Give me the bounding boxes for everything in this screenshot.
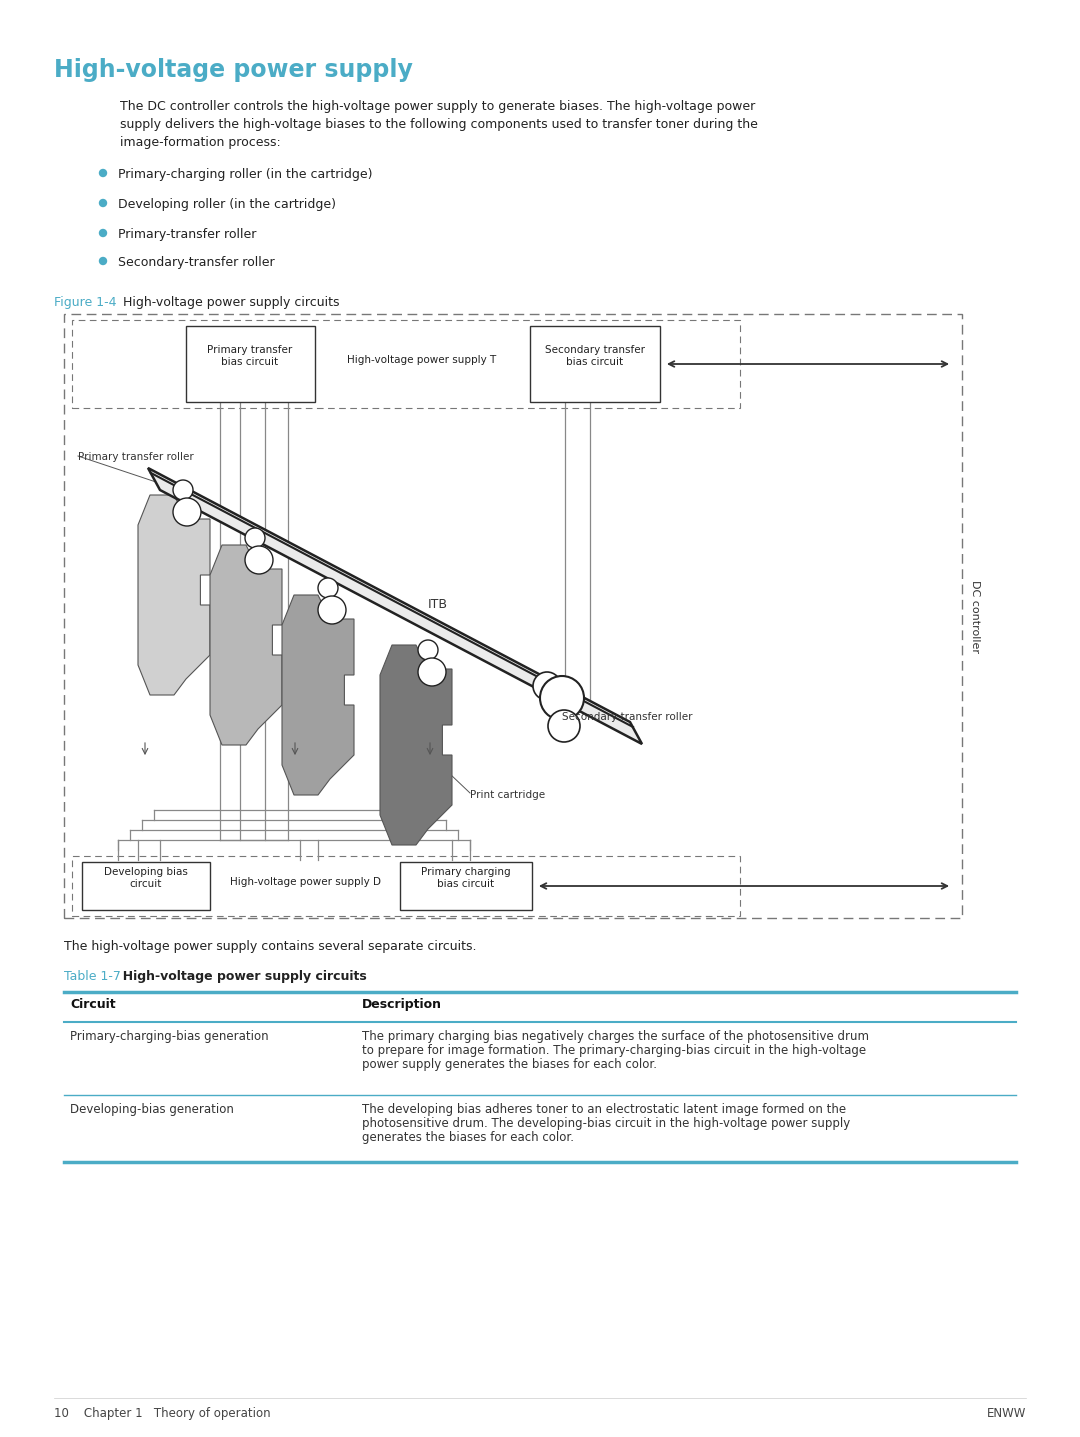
Text: 10    Chapter 1   Theory of operation: 10 Chapter 1 Theory of operation (54, 1407, 271, 1420)
Bar (72, 856, 740, 915)
Text: High-voltage power supply D: High-voltage power supply D (229, 877, 380, 887)
Polygon shape (282, 595, 354, 795)
Polygon shape (380, 645, 453, 845)
Circle shape (99, 230, 107, 237)
Text: DC controller: DC controller (970, 579, 980, 652)
Polygon shape (210, 545, 282, 744)
Text: Secondary-transfer roller: Secondary-transfer roller (118, 256, 274, 269)
Text: Description: Description (362, 999, 442, 1012)
Text: Primary-charging roller (in the cartridge): Primary-charging roller (in the cartridg… (118, 168, 373, 181)
Text: Developing-bias generation: Developing-bias generation (70, 1104, 234, 1117)
Text: generates the biases for each color.: generates the biases for each color. (362, 1131, 573, 1144)
Text: Circuit: Circuit (70, 999, 116, 1012)
Bar (530, 326, 660, 402)
Text: Figure 1-4: Figure 1-4 (54, 296, 117, 309)
Text: The DC controller controls the high-voltage power supply to generate biases. The: The DC controller controls the high-volt… (120, 101, 755, 114)
Text: supply delivers the high-voltage biases to the following components used to tran: supply delivers the high-voltage biases … (120, 118, 758, 131)
Circle shape (173, 480, 193, 500)
Text: Print cartridge: Print cartridge (470, 790, 545, 800)
Text: Secondary transfer roller: Secondary transfer roller (562, 711, 692, 721)
Text: photosensitive drum. The developing-bias circuit in the high-voltage power suppl: photosensitive drum. The developing-bias… (362, 1117, 850, 1129)
Text: Developing bias
circuit: Developing bias circuit (104, 867, 188, 890)
Text: Developing roller (in the cartridge): Developing roller (in the cartridge) (118, 198, 336, 211)
Text: to prepare for image formation. The primary-charging-bias circuit in the high-vo: to prepare for image formation. The prim… (362, 1045, 866, 1058)
Text: Primary-transfer roller: Primary-transfer roller (118, 228, 256, 241)
Circle shape (245, 546, 273, 573)
Circle shape (534, 673, 561, 700)
Circle shape (318, 596, 346, 624)
Text: The developing bias adheres toner to an electrostatic latent image formed on the: The developing bias adheres toner to an … (362, 1104, 846, 1117)
Text: High-voltage power supply T: High-voltage power supply T (348, 355, 497, 365)
Bar (400, 862, 532, 910)
Text: Primary-charging-bias generation: Primary-charging-bias generation (70, 1030, 269, 1043)
Text: Primary transfer
bias circuit: Primary transfer bias circuit (207, 345, 293, 366)
Text: High-voltage power supply: High-voltage power supply (54, 57, 413, 82)
Polygon shape (148, 468, 642, 744)
Text: Table 1-7: Table 1-7 (64, 970, 121, 983)
Text: High-voltage power supply circuits: High-voltage power supply circuits (114, 296, 339, 309)
Polygon shape (138, 494, 210, 696)
Bar (72, 320, 740, 408)
Circle shape (548, 710, 580, 741)
Circle shape (99, 170, 107, 177)
Circle shape (99, 200, 107, 207)
Text: Primary charging
bias circuit: Primary charging bias circuit (421, 867, 511, 890)
Circle shape (245, 527, 265, 547)
Text: ITB: ITB (428, 598, 448, 611)
Bar (82, 862, 210, 910)
Text: High-voltage power supply circuits: High-voltage power supply circuits (114, 970, 367, 983)
Text: power supply generates the biases for each color.: power supply generates the biases for ea… (362, 1058, 657, 1071)
Text: The primary charging bias negatively charges the surface of the photosensitive d: The primary charging bias negatively cha… (362, 1030, 869, 1043)
Circle shape (418, 658, 446, 685)
Circle shape (540, 675, 584, 720)
Text: Secondary transfer
bias circuit: Secondary transfer bias circuit (545, 345, 645, 366)
Circle shape (173, 499, 201, 526)
Bar (186, 326, 315, 402)
Text: image-formation process:: image-formation process: (120, 137, 281, 149)
Text: Primary transfer roller: Primary transfer roller (78, 453, 193, 463)
Circle shape (318, 578, 338, 598)
Text: The high-voltage power supply contains several separate circuits.: The high-voltage power supply contains s… (64, 940, 476, 953)
Text: ENWW: ENWW (987, 1407, 1026, 1420)
Circle shape (99, 257, 107, 264)
Bar (64, 315, 962, 918)
Circle shape (418, 639, 438, 660)
